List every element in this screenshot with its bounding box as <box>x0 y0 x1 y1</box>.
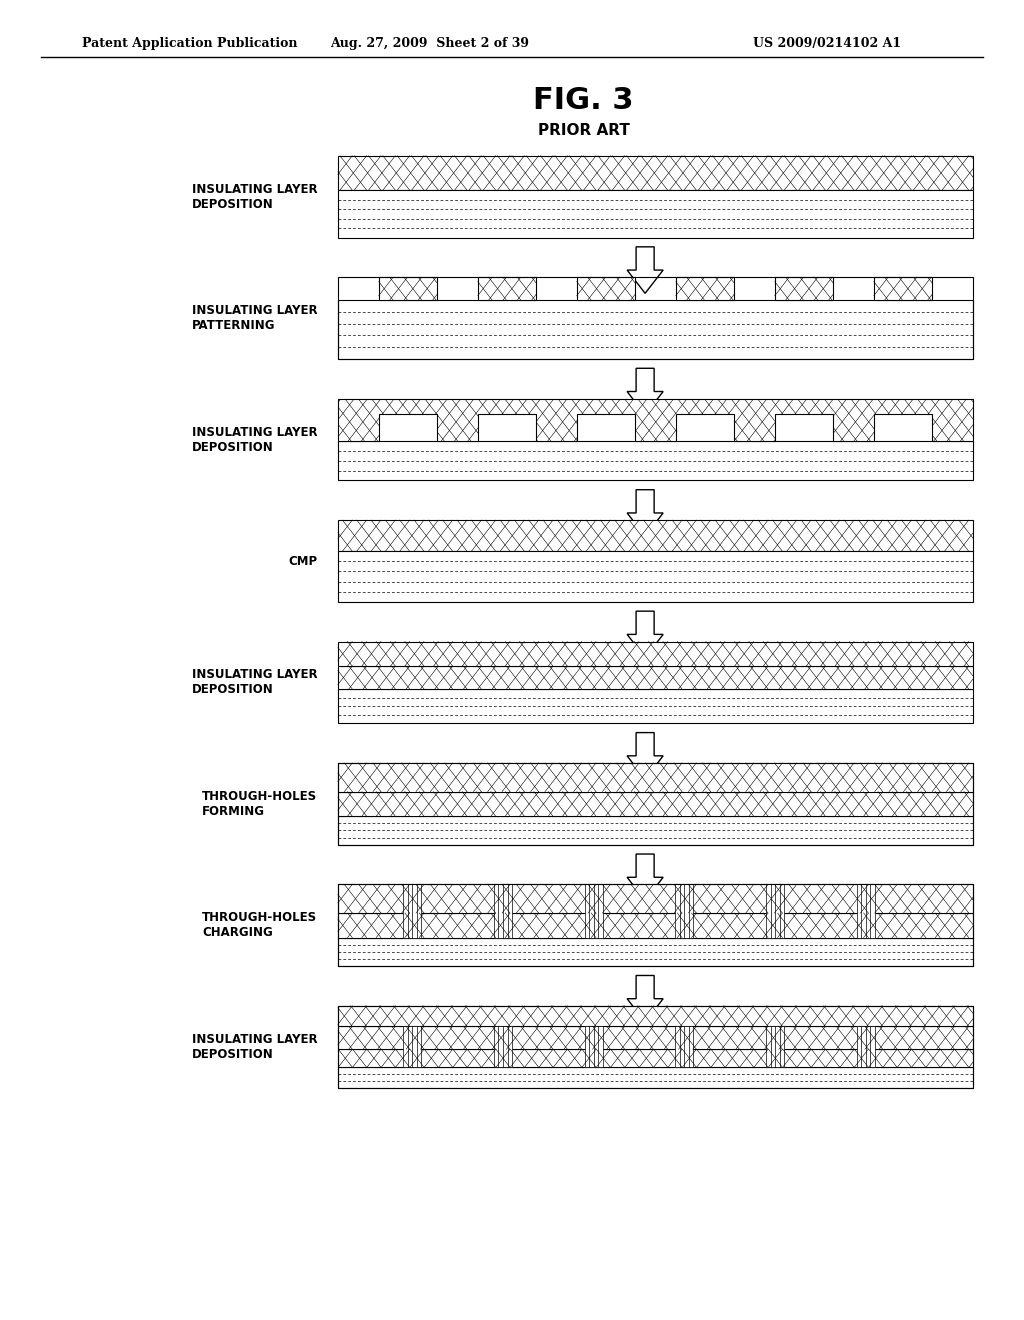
Text: INSULATING LAYER
DEPOSITION: INSULATING LAYER DEPOSITION <box>191 425 317 454</box>
Bar <box>338 156 973 190</box>
Bar <box>338 689 973 723</box>
Bar <box>338 441 973 480</box>
Bar <box>585 1027 603 1067</box>
Bar <box>338 913 973 937</box>
Text: Patent Application Publication: Patent Application Publication <box>82 37 297 50</box>
Bar <box>675 884 693 937</box>
Text: INSULATING LAYER
DEPOSITION: INSULATING LAYER DEPOSITION <box>191 182 317 211</box>
Polygon shape <box>627 490 664 536</box>
Text: US 2009/0214102 A1: US 2009/0214102 A1 <box>753 37 901 50</box>
Text: THROUGH-HOLES
CHARGING: THROUGH-HOLES CHARGING <box>203 911 317 940</box>
Bar <box>769 792 786 816</box>
Polygon shape <box>627 975 664 1022</box>
Text: FIG. 3: FIG. 3 <box>534 86 634 115</box>
Polygon shape <box>627 368 664 414</box>
Bar <box>494 884 512 937</box>
Bar <box>675 1027 693 1067</box>
Bar <box>338 816 973 845</box>
Bar <box>585 884 603 937</box>
Bar <box>859 792 878 816</box>
Bar <box>338 763 973 792</box>
Text: THROUGH-HOLES
FORMING: THROUGH-HOLES FORMING <box>203 789 317 818</box>
Polygon shape <box>338 399 973 441</box>
Bar <box>766 884 784 937</box>
Text: INSULATING LAYER
DEPOSITION: INSULATING LAYER DEPOSITION <box>191 668 317 697</box>
Bar <box>406 763 424 792</box>
Bar <box>873 277 932 300</box>
Bar <box>403 1027 421 1067</box>
Bar <box>338 884 973 913</box>
Bar <box>676 277 734 300</box>
Text: INSULATING LAYER
DEPOSITION: INSULATING LAYER DEPOSITION <box>191 1032 317 1061</box>
Bar <box>338 300 973 359</box>
Polygon shape <box>627 611 664 657</box>
Text: PRIOR ART: PRIOR ART <box>538 123 630 137</box>
Bar <box>406 792 424 816</box>
Bar <box>338 884 973 966</box>
Polygon shape <box>627 733 664 779</box>
Bar <box>678 792 696 816</box>
Bar <box>403 884 421 937</box>
Bar <box>775 277 833 300</box>
Bar <box>338 190 973 238</box>
Bar <box>857 884 874 937</box>
Text: INSULATING LAYER
PATTERNING: INSULATING LAYER PATTERNING <box>191 304 317 333</box>
Bar <box>338 1049 973 1067</box>
Bar <box>338 520 973 552</box>
Bar <box>769 763 786 792</box>
Bar <box>379 277 437 300</box>
Bar <box>338 792 973 816</box>
Bar <box>588 792 605 816</box>
Bar <box>338 667 973 689</box>
Bar <box>338 642 973 667</box>
Bar <box>497 792 515 816</box>
Bar <box>497 763 515 792</box>
Bar <box>478 277 536 300</box>
Bar <box>577 277 635 300</box>
Bar <box>857 1027 874 1067</box>
Polygon shape <box>627 247 664 293</box>
Bar <box>338 1006 973 1088</box>
Bar <box>338 1067 973 1088</box>
Bar <box>338 1006 973 1027</box>
Text: CMP: CMP <box>289 554 317 568</box>
Bar <box>338 937 973 966</box>
Bar <box>338 552 973 602</box>
Text: Aug. 27, 2009  Sheet 2 of 39: Aug. 27, 2009 Sheet 2 of 39 <box>331 37 529 50</box>
Bar <box>859 763 878 792</box>
Bar <box>338 1027 973 1049</box>
Bar <box>766 1027 784 1067</box>
Polygon shape <box>627 854 664 900</box>
Bar <box>338 277 973 359</box>
Bar <box>494 1027 512 1067</box>
Bar <box>588 763 605 792</box>
Bar <box>338 763 973 845</box>
Bar <box>678 763 696 792</box>
